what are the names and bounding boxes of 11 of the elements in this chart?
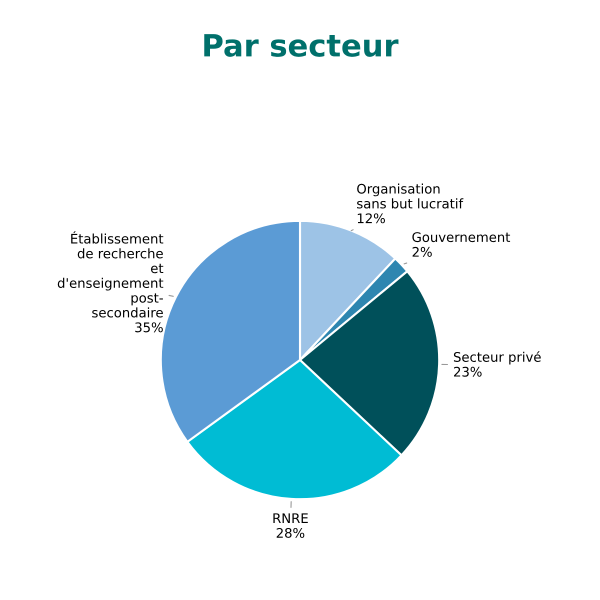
slice-label: Établissement de recherche et d'enseignement post- secondaire [58, 231, 164, 318]
data-label: 28% [276, 528, 304, 538]
slice-label: Gouvernement [412, 232, 510, 242]
slice-label: Secteur privé [454, 351, 541, 365]
data-label: 23% [454, 366, 482, 377]
chart-title: Par secteur [204, 34, 398, 57]
data-label: 2% [412, 246, 432, 257]
data-label: 12% [358, 213, 385, 224]
slice-label: RNRE [273, 513, 308, 523]
slice-label: Organisation sans but lucratif [357, 184, 464, 209]
data-label: 35% [135, 322, 163, 332]
